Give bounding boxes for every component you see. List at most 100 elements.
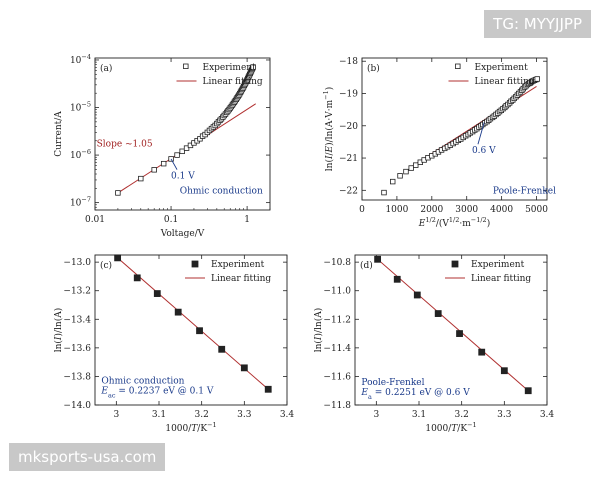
panel-d-frame [354, 254, 548, 406]
panel-a-point [151, 167, 157, 173]
watermark-top: TG: MYYJJPP [484, 10, 591, 38]
panel-b-letter: (b) [367, 63, 380, 74]
panel-c-ytick-label: −14.0 [63, 401, 91, 411]
panel-d-point [524, 387, 532, 395]
panel-b-xtick-label: 2000 [420, 205, 443, 215]
panel-b-xtick-label: 4000 [490, 205, 513, 215]
panel-c-xtick-label: 3.1 [152, 410, 166, 420]
panel-b-point [534, 76, 540, 82]
panel-d-xlabel: 1000/T/K−1 [425, 421, 476, 434]
panel-d-point [500, 367, 508, 375]
panel-c-point [114, 254, 122, 262]
panel-a-xtick-label: 0.01 [85, 215, 105, 225]
panel-d-ytick-label: −10.8 [323, 258, 351, 268]
panel-c-xlabel: 1000/T/K−1 [165, 421, 216, 434]
panel-d-point [413, 291, 421, 299]
panel-d-ylabel: ln(I)/ln(A) [313, 308, 324, 353]
panel-a-ylabel: Current/A [54, 111, 64, 157]
panel-d: (d) 3 3.1 3.2 3.3 3.4 −10.8 −11.0 −11.2 −11.4 −11.… [313, 254, 554, 434]
panel-d-letter: (d) [360, 260, 373, 271]
panel-d-ytick-label: −11.4 [323, 344, 351, 354]
panel-d-ytick-label: −11.0 [323, 287, 351, 297]
panel-b-arrow [477, 122, 485, 145]
panel-d-annotation: Ea = 0.2251 eV @ 0.6 V [360, 388, 470, 401]
panel-b-ytick-label: −20 [339, 122, 358, 132]
panel-a-ytick-label: 10−6 [70, 148, 91, 161]
panel-b-point [397, 173, 403, 179]
panel-c-xtick-label: 3.2 [195, 410, 209, 420]
panel-b-annotation: Poole-Frenkel [493, 187, 556, 197]
panel-a: (a) 0.01 0.1 1 10−7 10−6 10−5 10−4 Voltage/V Curr… [54, 53, 271, 239]
panel-c-annotation: Ohmic conduction [101, 377, 184, 387]
panel-c-annotation: Eac = 0.2237 eV @ 0.1 V [100, 387, 213, 400]
panel-c-xtick-label: 3 [113, 410, 119, 420]
panel-b-xlabel: E1/2/(V1/2·m−1/2) [418, 216, 490, 229]
panel-b-ytick-label: −22 [339, 186, 358, 196]
panel-b-point [381, 189, 387, 196]
watermark-bottom: mksports-usa.com [9, 443, 166, 471]
panel-c-point [174, 308, 182, 316]
panel-a-legend-marker [183, 63, 189, 69]
panel-a-legend-fit: Linear fitting [203, 77, 263, 87]
panel-a-point [160, 160, 167, 167]
panel-b-ytick-label: −21 [339, 154, 358, 164]
panel-d-xtick-label: 3.1 [412, 410, 426, 420]
panel-d-point [478, 348, 486, 356]
panel-b-legend-fit: Linear fitting [475, 77, 535, 87]
panel-d-ytick-label: −11.2 [323, 315, 351, 325]
panel-c-point [196, 327, 203, 335]
panel-b-point [403, 168, 409, 175]
panel-c-point [264, 385, 272, 393]
panel-a-ytick-label: 10−4 [70, 53, 91, 66]
panel-c-legend-fit: Linear fitting [211, 274, 271, 284]
panel-a-annotation: Ohmic conduction [180, 187, 263, 197]
panel-b-ytick-label: −18 [339, 57, 358, 67]
panel-b-xtick-label: 1000 [385, 205, 408, 215]
panel-d-legend-experiment: Experiment [471, 260, 525, 270]
panel-b-xtick-label: 0 [359, 205, 365, 215]
panel-b-frame [361, 57, 548, 201]
panel-a-letter: (a) [100, 63, 112, 74]
panel-d-legend-marker [451, 260, 459, 268]
panel-d-ytick-label: −11.6 [323, 372, 351, 382]
panel-d-point [393, 275, 401, 283]
panel-c-letter: (c) [100, 260, 112, 271]
panel-a-point [138, 175, 144, 182]
panel-b-point [408, 165, 414, 171]
panel-c-ylabel: ln(I)/ln(A) [53, 308, 64, 353]
panel-b-point [390, 178, 396, 185]
panel-a-ytick-label: 10−5 [70, 101, 91, 114]
panel-d-xtick-label: 3 [373, 410, 379, 420]
panel-a-legend-experiment: Experiment [203, 63, 257, 73]
panel-b-xtick-label: 3000 [455, 205, 478, 215]
panel-c-point [133, 274, 141, 282]
panel-b-ylabel: ln(I/E)/ln(A·V·m−1) [322, 87, 335, 171]
panel-c-ytick-label: −13.4 [63, 315, 91, 325]
panel-a-point [183, 145, 190, 151]
panel-b-ytick-label: −19 [339, 90, 358, 100]
panel-c-frame [94, 254, 288, 406]
panel-b: (b) 0 1000 2000 3000 4000 5000 −22 −21 −20 −19 −18 E… [322, 57, 556, 229]
panel-a-arrow [170, 158, 178, 170]
panel-a-point [174, 152, 180, 158]
panel-a-annotation: Slope ~1.05 [97, 140, 153, 150]
panel-c-ytick-label: −13.6 [63, 344, 91, 354]
panel-b-annotation: 0.6 V [472, 146, 496, 156]
panel-a-xtick-label: 1 [244, 215, 250, 225]
panel-d-xtick-label: 3.3 [497, 410, 512, 420]
panel-d-legend-fit: Linear fitting [471, 274, 531, 284]
panel-a-point [250, 64, 256, 70]
panel-c-xtick-label: 3.4 [280, 410, 295, 420]
panel-b-legend-experiment: Experiment [475, 63, 529, 73]
panel-b-point [413, 162, 419, 168]
panel-c-ytick-label: −13.2 [63, 287, 91, 297]
panel-d-point [434, 310, 442, 317]
panel-a-frame [94, 57, 271, 211]
panel-c-legend-marker [191, 260, 199, 268]
panel-c-ytick-label: −13.8 [63, 372, 91, 382]
panel-c-xtick-label: 3.3 [237, 410, 252, 420]
panel-c-legend-experiment: Experiment [211, 260, 265, 270]
panel-b-xtick-label: 5000 [525, 205, 548, 215]
panel-c-point [153, 290, 161, 297]
